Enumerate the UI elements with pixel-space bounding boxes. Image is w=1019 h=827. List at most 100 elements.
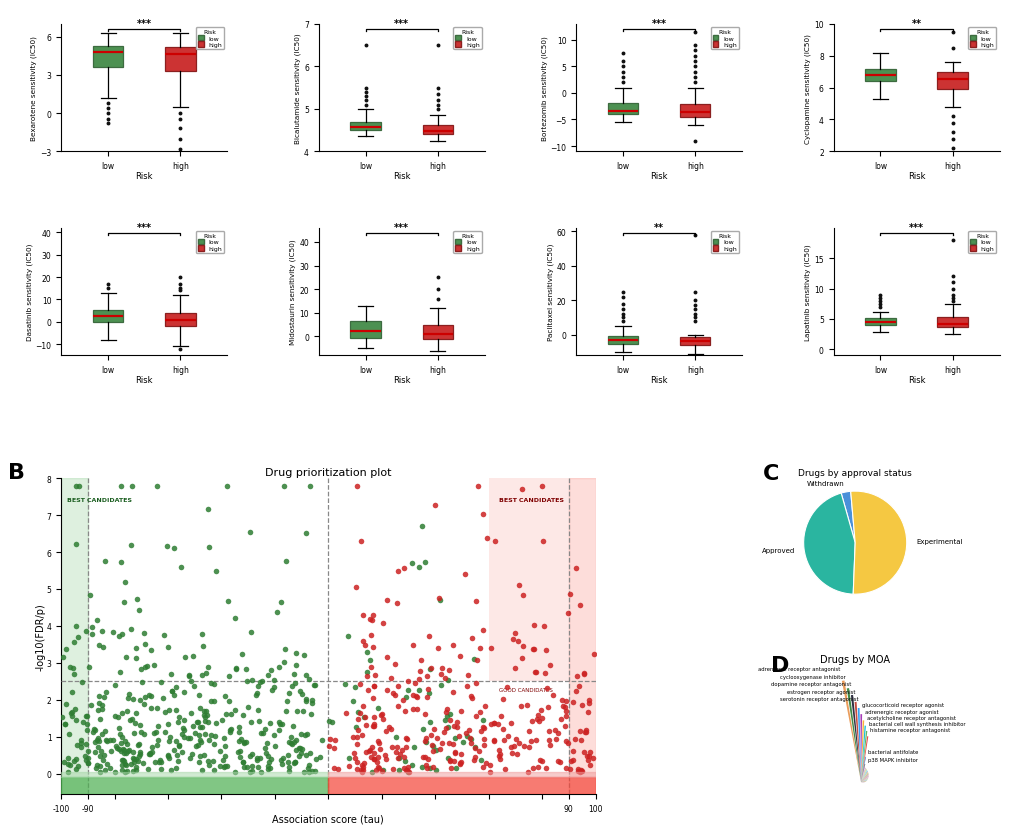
Point (364, 741, 380, 754)
Point (124, 693, 141, 706)
Point (102, 762, 118, 775)
Point (279, 695, 296, 708)
Point (227, 662, 244, 675)
Point (395, 750, 412, 763)
Point (301, 765, 317, 778)
Point (128, 763, 145, 777)
Point (477, 756, 493, 769)
Point (425, 740, 441, 753)
Point (437, 721, 453, 734)
Point (298, 695, 314, 708)
Point (79, 756, 96, 769)
Point (90, 732, 106, 745)
Polygon shape (860, 771, 867, 782)
Point (580, 694, 596, 707)
Point (534, 535, 550, 548)
Point (252, 676, 268, 689)
Point (529, 760, 545, 773)
Point (124, 746, 141, 759)
Point (58, 643, 74, 656)
Point (200, 715, 216, 729)
Point (575, 745, 591, 758)
Point (308, 753, 324, 766)
Text: Approved: Approved (761, 547, 794, 553)
Polygon shape (850, 695, 860, 782)
Point (132, 748, 149, 761)
Polygon shape (860, 773, 868, 782)
Point (397, 732, 414, 745)
Point (96, 691, 112, 704)
Point (549, 755, 566, 768)
Point (498, 681, 515, 694)
Point (573, 763, 589, 777)
X-axis label: Risk: Risk (907, 376, 924, 385)
Point (292, 727, 309, 740)
Point (127, 717, 144, 730)
Text: GOOD CANDIDATES: GOOD CANDIDATES (499, 687, 552, 692)
Point (276, 480, 292, 493)
Point (105, 734, 121, 747)
Text: ***: *** (393, 223, 409, 233)
Point (420, 687, 436, 700)
Point (429, 732, 445, 745)
Point (180, 670, 197, 683)
Point (322, 733, 338, 746)
Point (68, 714, 85, 727)
Point (176, 731, 193, 744)
Point (561, 754, 578, 767)
Point (570, 764, 586, 777)
PathPatch shape (165, 48, 196, 72)
Point (382, 722, 398, 735)
Point (369, 760, 385, 773)
Point (234, 648, 251, 661)
Point (262, 716, 278, 729)
Point (136, 728, 152, 741)
Point (179, 731, 196, 744)
Point (156, 629, 172, 643)
X-axis label: Risk: Risk (650, 172, 667, 181)
Point (485, 734, 501, 748)
Point (113, 736, 129, 749)
Point (197, 728, 213, 741)
Point (346, 752, 363, 765)
Point (253, 726, 269, 739)
Point (514, 652, 530, 665)
Point (79, 724, 96, 737)
Point (203, 729, 219, 742)
Point (214, 714, 230, 727)
Point (396, 705, 413, 718)
Point (348, 755, 365, 768)
Point (358, 665, 374, 678)
Point (306, 678, 322, 691)
Point (366, 680, 382, 693)
Point (217, 760, 233, 773)
Point (168, 762, 184, 775)
Point (120, 687, 137, 700)
Point (94, 703, 110, 716)
Point (159, 540, 175, 553)
Point (66, 754, 83, 767)
Point (254, 675, 270, 688)
Point (271, 715, 287, 729)
Point (128, 752, 145, 765)
Point (94, 699, 110, 712)
Point (89, 734, 105, 747)
Point (206, 695, 222, 708)
Text: ***: *** (137, 19, 152, 29)
Legend: low, high: low, high (453, 28, 481, 50)
Point (156, 725, 172, 739)
Polygon shape (860, 779, 867, 782)
Point (568, 562, 584, 575)
Point (99, 758, 115, 771)
Point (399, 684, 416, 697)
Point (271, 718, 287, 731)
Point (114, 706, 130, 719)
Point (410, 683, 426, 696)
Point (284, 719, 301, 733)
Point (381, 721, 397, 734)
Point (197, 710, 213, 724)
Point (521, 724, 537, 738)
Point (113, 753, 129, 767)
Polygon shape (860, 780, 866, 782)
Point (474, 508, 490, 521)
